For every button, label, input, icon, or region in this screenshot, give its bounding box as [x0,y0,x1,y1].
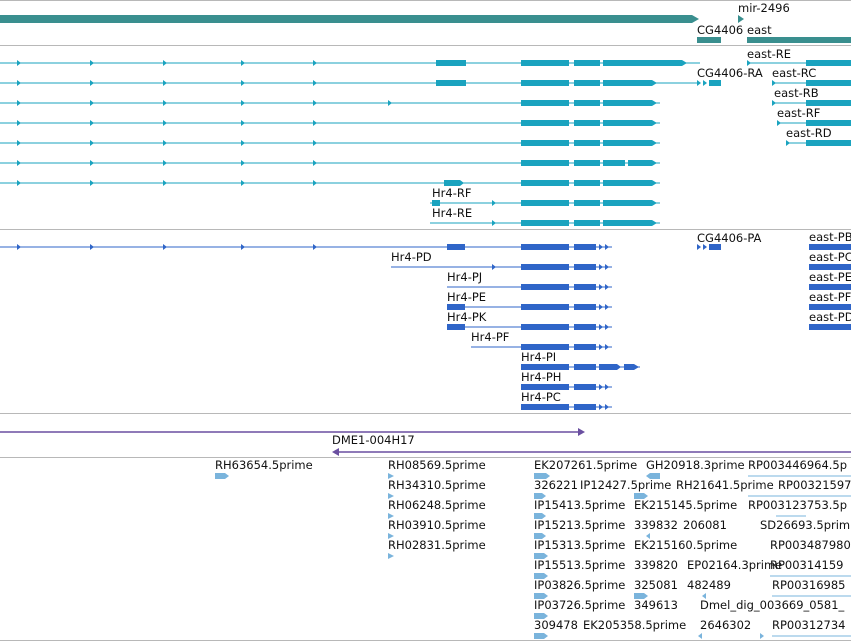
est-label[interactable]: RH08569.5prime [388,458,486,472]
est-label[interactable]: RP00312734 [772,618,846,632]
est-label[interactable]: IP12427.5prime [580,478,672,492]
est-label[interactable]: RH63654.5prime [215,458,313,472]
transcript-label[interactable]: east-RE [747,47,792,61]
est-label[interactable]: Dmel_dig_003669_0581_ [700,598,845,612]
est-track-glyphs [215,473,851,639]
transcript-label[interactable]: Hr4-RF [432,186,472,200]
est-label[interactable]: IP03726.5prime [534,598,626,612]
protein-label[interactable]: Hr4-PE [447,290,487,304]
est-label[interactable]: 339832 [634,518,678,532]
protein-label[interactable]: Hr4-PF [471,330,510,344]
gene-track: mir-2496 CG4406 east [0,1,851,45]
transcript-label[interactable]: east-RF [777,106,821,120]
est-label[interactable]: EK215160.5prime [634,538,738,552]
transcript-label[interactable]: east-RB [774,86,819,100]
est-label[interactable]: IP03826.5prime [534,578,626,592]
est-label[interactable]: RH03910.5prime [388,518,486,532]
clone-label[interactable]: DME1-004H17 [332,433,415,447]
est-label[interactable]: EK215145.5prime [634,498,738,512]
est-label[interactable]: 325081 [634,578,678,592]
track-separator [0,229,851,230]
transcript-label[interactable]: CG4406-RA [697,66,763,80]
est-label[interactable]: RP003446964.5p [748,458,848,472]
est-label[interactable]: RH06248.5prime [388,498,486,512]
track-separator [0,457,851,458]
est-label[interactable]: 309478 [534,618,578,632]
protein-label[interactable]: east-PD [809,310,851,324]
est-label[interactable]: RP00314159 [770,558,844,572]
protein-label[interactable]: Hr4-PH [521,370,562,384]
est-label[interactable]: RP00321597 [778,478,851,492]
gene-label-mir-2496[interactable]: mir-2496 [738,1,790,15]
transcript-label[interactable]: east-RD [786,126,832,140]
est-label[interactable]: RP003123753.5p [748,498,848,512]
est-track: RH63654.5prime RH08569.5prime RH34310.5p… [0,458,851,640]
protein-label[interactable]: east-PC [809,250,851,264]
est-label[interactable]: IP15413.5prime [534,498,626,512]
transcript-label[interactable]: east-RC [772,66,817,80]
est-label[interactable]: GH20918.3prime [646,458,745,472]
track-separator [0,413,851,414]
protein-track: CG4406-PA east-PB Hr4-PD east-PC Hr4-PJ … [0,230,851,413]
est-label[interactable]: EK205358.5prime [583,618,687,632]
gene-label-cg4406[interactable]: CG4406 [697,23,744,37]
protein-label[interactable]: Hr4-PI [521,350,557,364]
protein-label[interactable]: Hr4-PK [447,310,487,324]
gene-feature-east[interactable] [747,37,851,43]
gene-track-glyphs [0,15,851,43]
est-label[interactable]: IP15313.5prime [534,538,626,552]
gene-feature-cg4406[interactable] [697,37,721,43]
track-separator [0,0,851,1]
track-separator [0,45,851,46]
protein-label[interactable]: Hr4-PJ [447,270,483,284]
protein-label[interactable]: east-PF [809,290,851,304]
est-label[interactable]: EP02164.3prime [687,558,783,572]
est-label[interactable]: RP003487980 [770,538,851,552]
protein-label[interactable]: east-PE [809,270,851,284]
transcript-track: east-RE CG4406-RA east-RC east-RB east-R… [0,46,851,229]
est-label[interactable]: RP00316985 [772,578,846,592]
protein-label[interactable]: east-PB [809,230,851,244]
est-label[interactable]: SD26693.5prim [760,518,851,532]
transcript-track-glyphs [0,60,851,226]
protein-label[interactable]: CG4406-PA [697,231,762,245]
est-label[interactable]: 339820 [634,558,678,572]
transcript-label[interactable]: Hr4-RE [432,206,473,220]
clone-track: DME1-004H17 [0,414,851,457]
est-label[interactable]: IP15513.5prime [534,558,626,572]
est-label[interactable]: 2646302 [700,618,752,632]
est-label[interactable]: 326221 [534,478,578,492]
est-label[interactable]: 482489 [687,578,731,592]
protein-track-glyphs [0,244,851,410]
est-label[interactable]: 206081 [683,518,727,532]
est-label[interactable]: IP15213.5prime [534,518,626,532]
clone-track-glyphs [0,428,851,456]
est-label[interactable]: RH02831.5prime [388,538,486,552]
est-label[interactable]: EK207261.5prime [534,458,638,472]
est-label[interactable]: RH34310.5prime [388,478,486,492]
protein-label[interactable]: Hr4-PD [391,250,432,264]
gene-feature-hr4[interactable] [0,15,699,23]
est-label[interactable]: RH21641.5prime [676,478,774,492]
est-label[interactable]: 349613 [634,598,678,612]
gene-feature-mir-2496[interactable] [738,15,744,23]
protein-label[interactable]: Hr4-PC [521,390,561,404]
gene-label-east[interactable]: east [747,23,772,37]
